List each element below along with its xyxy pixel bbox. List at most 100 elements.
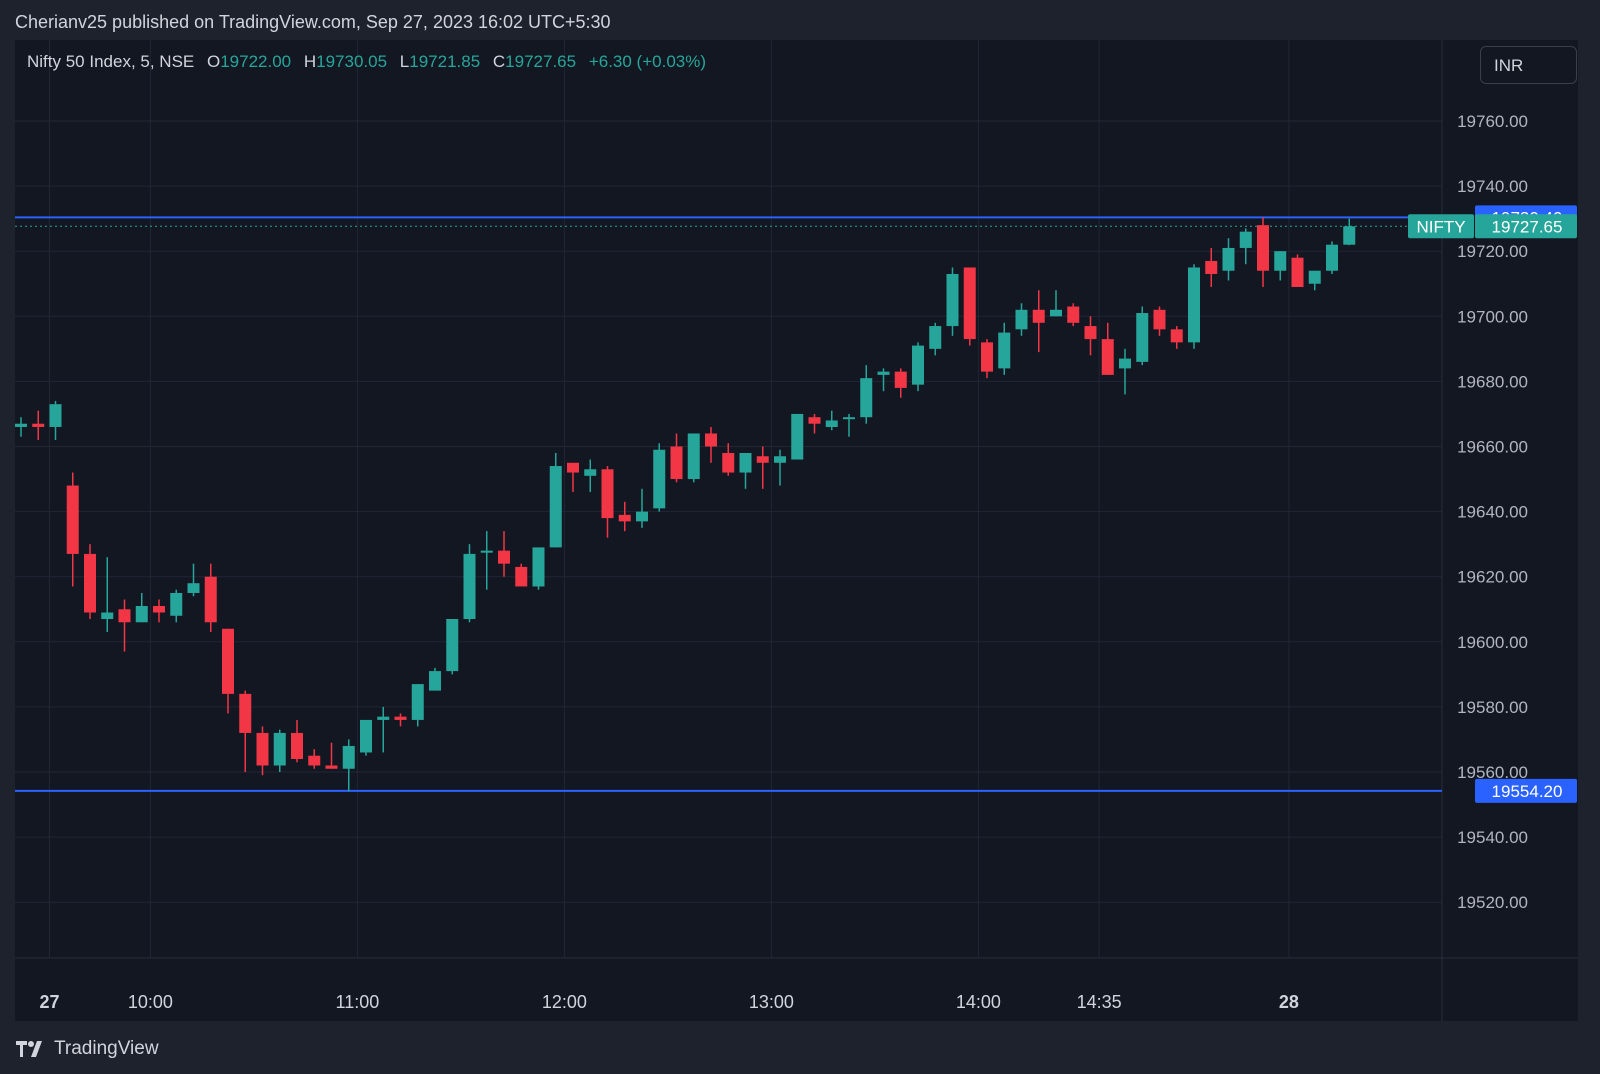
candle-body[interactable] — [1308, 270, 1321, 284]
y-tick-label: 19740.00 — [1457, 177, 1528, 196]
close-value: 19727.65 — [505, 52, 577, 71]
candle-body[interactable] — [705, 433, 717, 447]
candle-body[interactable] — [963, 267, 976, 340]
last-price-label: 19727.65 — [1492, 217, 1563, 236]
candle-body[interactable] — [860, 378, 873, 418]
candle-body[interactable] — [308, 755, 321, 766]
candle-body[interactable] — [480, 550, 493, 553]
candle-body[interactable] — [32, 423, 45, 427]
candle-body[interactable] — [687, 433, 700, 480]
candle-body[interactable] — [929, 326, 942, 349]
x-tick-label: 14:00 — [956, 992, 1001, 1012]
candle-body[interactable] — [618, 514, 631, 522]
candle-body[interactable] — [739, 453, 752, 473]
candle-body[interactable] — [1291, 257, 1304, 288]
candle-body[interactable] — [1050, 309, 1062, 317]
candle-body[interactable] — [222, 628, 234, 694]
candle-body[interactable] — [808, 417, 821, 424]
candle-body[interactable] — [1084, 326, 1097, 340]
candle-body[interactable] — [1274, 251, 1287, 271]
candle-body[interactable] — [1101, 339, 1114, 375]
candle-body[interactable] — [463, 553, 476, 620]
candle-body[interactable] — [946, 273, 959, 327]
candle-body[interactable] — [912, 345, 924, 385]
candle-body[interactable] — [981, 342, 993, 372]
x-tick-label: 13:00 — [749, 992, 794, 1012]
high-label: H — [303, 52, 317, 71]
candle-body[interactable] — [722, 453, 735, 473]
candle-body[interactable] — [567, 462, 579, 473]
candle-body[interactable] — [170, 592, 183, 616]
candle-body[interactable] — [1170, 329, 1183, 343]
candle-body[interactable] — [877, 371, 890, 375]
candle-body[interactable] — [1067, 306, 1080, 323]
x-tick-label: 27 — [39, 992, 59, 1012]
price-axis[interactable]: 19520.00 19540.00 19560.00 19580.00 19600.00… — [1457, 112, 1528, 912]
y-tick-label: 19720.00 — [1457, 242, 1528, 261]
currency-button[interactable]: INR — [1480, 46, 1577, 84]
high-value: 19730.05 — [316, 52, 388, 71]
candle-body[interactable] — [774, 456, 786, 463]
candle-body[interactable] — [204, 576, 217, 623]
ohlc-legend: Nifty 50 Index, 5, NSE O19722.00 H19730.… — [27, 52, 706, 72]
candle-body[interactable] — [636, 511, 648, 522]
candle-body[interactable] — [446, 619, 459, 672]
candle-body[interactable] — [1222, 247, 1235, 271]
candle-body[interactable] — [843, 417, 855, 420]
candle-body[interactable] — [101, 612, 114, 620]
candles-group — [15, 217, 1356, 792]
candle-body[interactable] — [153, 605, 165, 613]
candle-body[interactable] — [1343, 226, 1356, 245]
candle-body[interactable] — [515, 566, 528, 587]
symbol-label[interactable]: Nifty 50 Index, 5, NSE — [27, 52, 195, 71]
candle-body[interactable] — [360, 719, 372, 753]
candle-body[interactable] — [377, 716, 390, 720]
candle-body[interactable] — [584, 469, 597, 476]
candle-body[interactable] — [825, 420, 838, 427]
hline-price-label: 19554.20 — [1492, 782, 1563, 801]
candle-body[interactable] — [66, 485, 79, 554]
candle-body[interactable] — [756, 456, 769, 463]
candle-body[interactable] — [670, 446, 683, 480]
candle-body[interactable] — [549, 466, 562, 548]
candle-body[interactable] — [998, 332, 1011, 369]
candle-body[interactable] — [273, 732, 286, 766]
candle-body[interactable] — [411, 684, 424, 720]
candle-body[interactable] — [291, 732, 303, 759]
candle-body[interactable] — [256, 732, 269, 766]
candle-body[interactable] — [1136, 313, 1149, 362]
candle-body[interactable] — [1257, 225, 1269, 271]
candle-body[interactable] — [1239, 231, 1252, 248]
y-tick-label: 19640.00 — [1457, 503, 1528, 522]
candle-body[interactable] — [325, 765, 338, 769]
candle-body[interactable] — [1188, 267, 1200, 343]
candle-body[interactable] — [84, 553, 96, 613]
candle-body[interactable] — [429, 671, 441, 691]
candle-body[interactable] — [1015, 309, 1028, 330]
candle-body[interactable] — [135, 605, 148, 623]
candle-body[interactable] — [1032, 309, 1045, 323]
candle-body[interactable] — [1326, 244, 1338, 271]
candle-body[interactable] — [118, 609, 131, 623]
tradingview-brand[interactable]: TradingView — [16, 1038, 159, 1060]
candle-body[interactable] — [1119, 358, 1131, 369]
candle-body[interactable] — [342, 745, 355, 769]
y-tick-label: 19620.00 — [1457, 568, 1528, 587]
candle-body[interactable] — [1205, 260, 1218, 274]
candle-body[interactable] — [653, 449, 666, 509]
candle-body[interactable] — [498, 550, 510, 564]
time-axis[interactable]: 27 10:00 11:00 12:00 13:00 14:00 14:35 28 — [39, 992, 1298, 1012]
candle-body[interactable] — [532, 547, 545, 587]
y-tick-label: 19660.00 — [1457, 438, 1528, 457]
candle-body[interactable] — [239, 693, 252, 733]
candle-body[interactable] — [394, 716, 407, 720]
candle-body[interactable] — [601, 469, 614, 519]
tradingview-logo-icon — [16, 1041, 42, 1057]
candle-body[interactable] — [49, 404, 62, 427]
candle-body[interactable] — [791, 413, 804, 460]
candle-body[interactable] — [1153, 309, 1166, 330]
candle-body[interactable] — [187, 583, 200, 593]
candle-body[interactable] — [15, 423, 27, 427]
candle-body[interactable] — [894, 371, 907, 388]
